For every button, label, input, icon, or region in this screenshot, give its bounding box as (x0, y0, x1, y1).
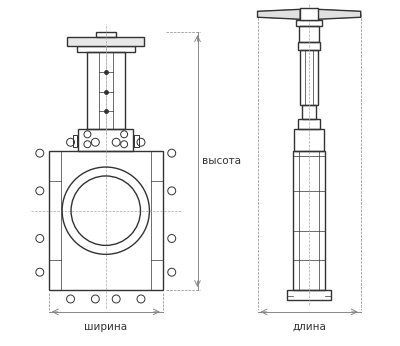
Bar (300, 50, 318, 104)
Text: высота: высота (202, 156, 242, 166)
Bar (72, 135, 78, 147)
Bar (298, 119, 320, 129)
Bar (49, 151, 163, 290)
Bar (287, 290, 332, 300)
Text: ширина: ширина (84, 322, 127, 332)
Polygon shape (318, 9, 361, 19)
Bar (300, 8, 318, 20)
Bar (96, 32, 116, 37)
Bar (293, 151, 325, 290)
Polygon shape (258, 9, 300, 19)
Text: длина: длина (292, 322, 326, 332)
Bar (67, 37, 144, 46)
Bar (87, 52, 125, 129)
Bar (78, 129, 133, 151)
Bar (302, 104, 316, 119)
Bar (296, 20, 322, 26)
Bar (294, 129, 324, 151)
Bar (77, 46, 134, 52)
Bar (134, 135, 139, 147)
Bar (298, 42, 320, 50)
Bar (299, 26, 319, 42)
